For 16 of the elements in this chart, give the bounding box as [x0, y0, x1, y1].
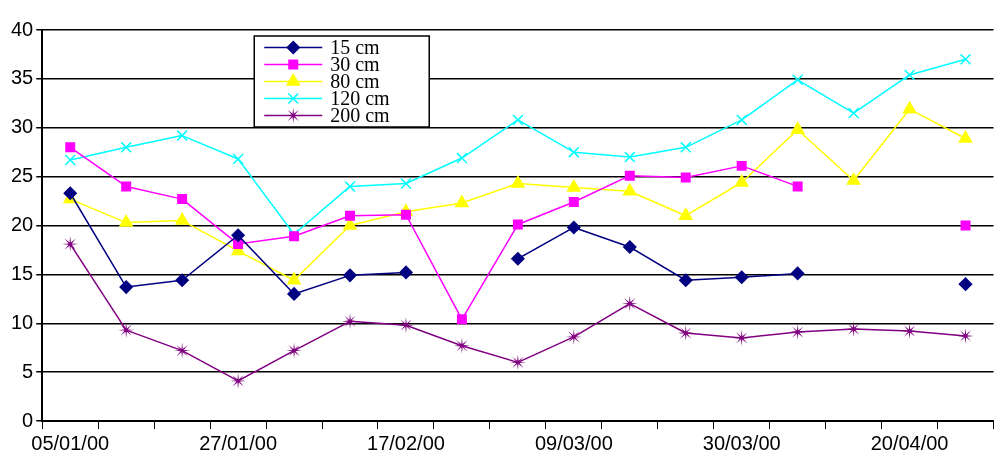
- y-tick-label: 0: [22, 408, 34, 431]
- x-tick-label: 09/03/00: [534, 431, 613, 454]
- y-tick-label: 20: [11, 213, 34, 236]
- x-tick-label: 20/04/00: [870, 431, 949, 454]
- y-tick-label: 30: [11, 115, 34, 138]
- x-tick-label: 05/01/00: [31, 431, 110, 454]
- y-tick-label: 5: [22, 359, 34, 382]
- legend-label: 15 cm: [330, 35, 381, 58]
- x-tick-label: 27/01/00: [199, 431, 278, 454]
- y-tick-label: 35: [11, 66, 34, 89]
- y-tick-label: 15: [11, 261, 34, 284]
- y-tick-label: 25: [11, 164, 34, 187]
- x-tick-label: 17/02/00: [367, 431, 445, 454]
- y-tick-label: 10: [11, 310, 34, 333]
- x-tick-label: 30/03/00: [702, 431, 781, 454]
- y-tick-label: 40: [11, 17, 34, 40]
